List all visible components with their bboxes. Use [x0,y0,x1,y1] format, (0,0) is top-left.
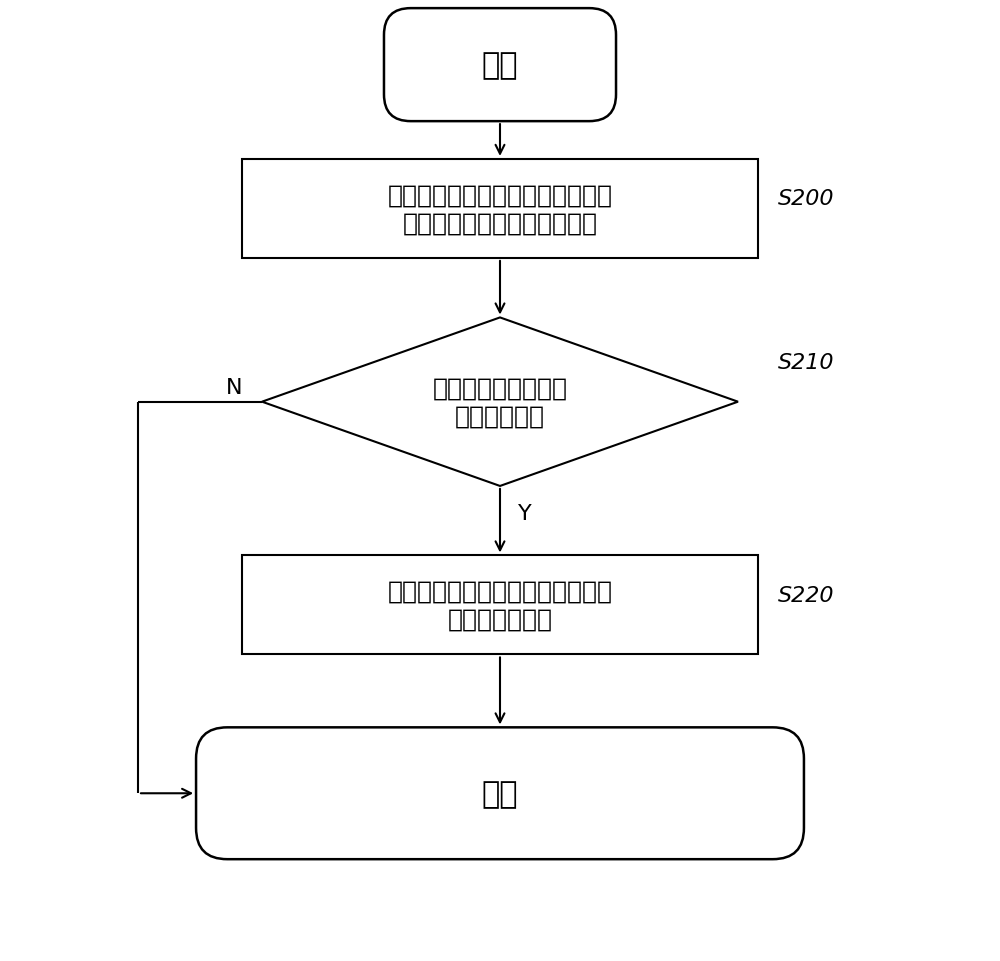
Text: S220: S220 [778,585,834,605]
Text: 所述软磁盘阵列系统
能否正常工作: 所述软磁盘阵列系统 能否正常工作 [433,377,568,429]
Text: 结束: 结束 [482,779,518,808]
Bar [242,160,758,259]
Text: 选取软磁盘列阵中一工作磁盘为当
前模拟故障磁盘: 选取软磁盘列阵中一工作磁盘为当 前模拟故障磁盘 [388,579,613,631]
FancyBboxPatch shape [384,9,616,122]
Text: 开始: 开始 [482,51,518,80]
Text: 将所有工作磁盘接入软磁盘阵列系
统，启动所述软磁盘阵列系统: 将所有工作磁盘接入软磁盘阵列系 统，启动所述软磁盘阵列系统 [388,184,613,235]
Text: S200: S200 [778,189,834,209]
Polygon shape [262,318,738,486]
Bar [242,555,758,654]
Text: S210: S210 [778,353,834,373]
Text: Y: Y [518,504,532,523]
Text: N: N [226,378,242,398]
FancyBboxPatch shape [196,727,804,859]
